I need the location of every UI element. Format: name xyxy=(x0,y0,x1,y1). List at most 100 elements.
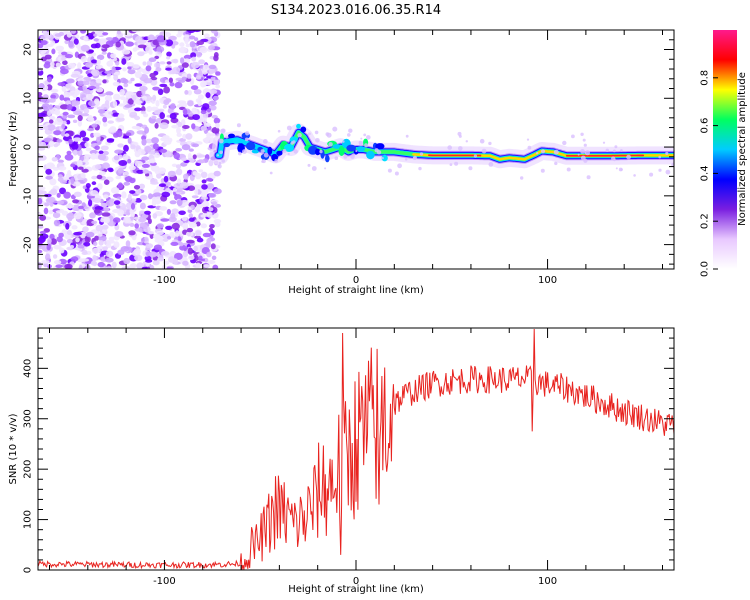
noise-blob xyxy=(73,38,79,45)
noise-blob xyxy=(100,202,108,208)
noise-blob xyxy=(77,62,82,70)
colorbar-label: Normalized spectral amplitude xyxy=(737,72,748,226)
noise-blob xyxy=(115,41,121,48)
noise-blob xyxy=(180,57,185,64)
noise-blob xyxy=(193,89,202,95)
noise-blob xyxy=(154,109,161,115)
ridge-speck xyxy=(580,149,585,154)
noise-blob xyxy=(65,222,70,230)
noise-blob xyxy=(105,242,112,249)
noise-blob xyxy=(91,175,98,180)
noise-blob xyxy=(159,83,168,88)
x-tick-label: 0 xyxy=(353,275,359,286)
noise-blob xyxy=(154,152,161,158)
noise-blob xyxy=(89,149,99,155)
ridge-speck xyxy=(626,154,631,160)
noise-blob xyxy=(174,81,183,89)
ridge-speck xyxy=(334,156,339,160)
snr-series-line xyxy=(37,328,675,570)
noise-blob xyxy=(192,154,197,160)
colorbar-tick-label: 0.2 xyxy=(700,213,711,229)
ridge-speck xyxy=(449,163,453,167)
noise-blob xyxy=(64,39,69,45)
noise-blob xyxy=(64,133,70,137)
noise-blob xyxy=(188,213,193,219)
noise-blob xyxy=(123,216,131,224)
noise-blob xyxy=(192,114,201,121)
noise-blob xyxy=(188,217,195,222)
noise-blob xyxy=(48,209,54,215)
noise-blob xyxy=(90,132,95,138)
noise-blob xyxy=(104,216,110,224)
ridge-speck xyxy=(614,145,618,149)
noise-blob xyxy=(148,57,157,62)
noise-blob xyxy=(131,30,141,33)
noise-blob xyxy=(163,86,171,94)
noise-blob xyxy=(79,130,87,138)
noise-blob xyxy=(57,82,66,87)
noise-blob xyxy=(201,201,210,208)
noise-blob xyxy=(142,95,147,101)
noise-blob xyxy=(84,88,91,95)
noise-blob xyxy=(49,233,55,240)
noise-blob xyxy=(152,94,157,101)
noise-blob xyxy=(146,106,153,112)
noise-blob xyxy=(45,175,53,180)
ridge-speck xyxy=(364,143,369,148)
noise-blob xyxy=(153,244,162,251)
noise-blob xyxy=(155,100,160,107)
noise-blob xyxy=(191,195,199,199)
noise-blob xyxy=(110,53,117,59)
noise-blob xyxy=(123,98,128,105)
noise-blob xyxy=(106,239,115,244)
noise-blob xyxy=(115,61,120,66)
noise-blob xyxy=(125,132,132,137)
noise-blob xyxy=(194,255,199,261)
noise-blob xyxy=(179,42,185,47)
noise-blob xyxy=(82,137,90,142)
noise-blob xyxy=(70,30,77,34)
noise-blob xyxy=(51,48,56,55)
noise-blob xyxy=(137,216,147,223)
ridge-speck xyxy=(269,171,273,175)
noise-blob xyxy=(177,178,182,185)
noise-blob xyxy=(60,68,69,75)
noise-blob xyxy=(112,100,118,108)
noise-blob xyxy=(82,226,89,233)
noise-blob xyxy=(169,82,175,87)
ridge-speck xyxy=(297,133,302,138)
ridge-speck xyxy=(286,125,292,131)
noise-blob xyxy=(127,69,136,75)
noise-blob xyxy=(76,159,83,166)
noise-blob xyxy=(129,263,136,269)
noise-blob xyxy=(133,216,140,220)
noise-blob xyxy=(209,105,217,111)
noise-blob xyxy=(112,112,120,117)
noise-blob xyxy=(205,92,211,99)
noise-blob xyxy=(195,172,202,180)
noise-blob xyxy=(171,208,179,214)
noise-blob xyxy=(54,108,61,116)
noise-blob xyxy=(140,110,147,115)
noise-blob xyxy=(115,175,122,180)
ridge-speck xyxy=(293,149,298,154)
noise-blob xyxy=(47,76,52,83)
ridge-speck xyxy=(613,149,616,153)
noise-blob xyxy=(195,75,202,80)
noise-blob xyxy=(85,231,95,238)
noise-blob xyxy=(139,194,148,201)
noise-blob xyxy=(178,46,188,54)
noise-blob xyxy=(105,114,113,119)
noise-blob xyxy=(211,255,217,260)
ridge-speck xyxy=(404,158,408,161)
ridge-speck xyxy=(468,166,473,171)
noise-blob xyxy=(38,225,44,229)
noise-blob xyxy=(73,149,78,156)
ridge-blob xyxy=(245,142,256,151)
noise-blob xyxy=(67,170,72,176)
ridge-speck xyxy=(332,126,338,132)
noise-blob xyxy=(136,169,145,174)
noise-blob xyxy=(66,150,72,155)
noise-blob xyxy=(151,137,160,144)
noise-blob xyxy=(141,266,148,269)
